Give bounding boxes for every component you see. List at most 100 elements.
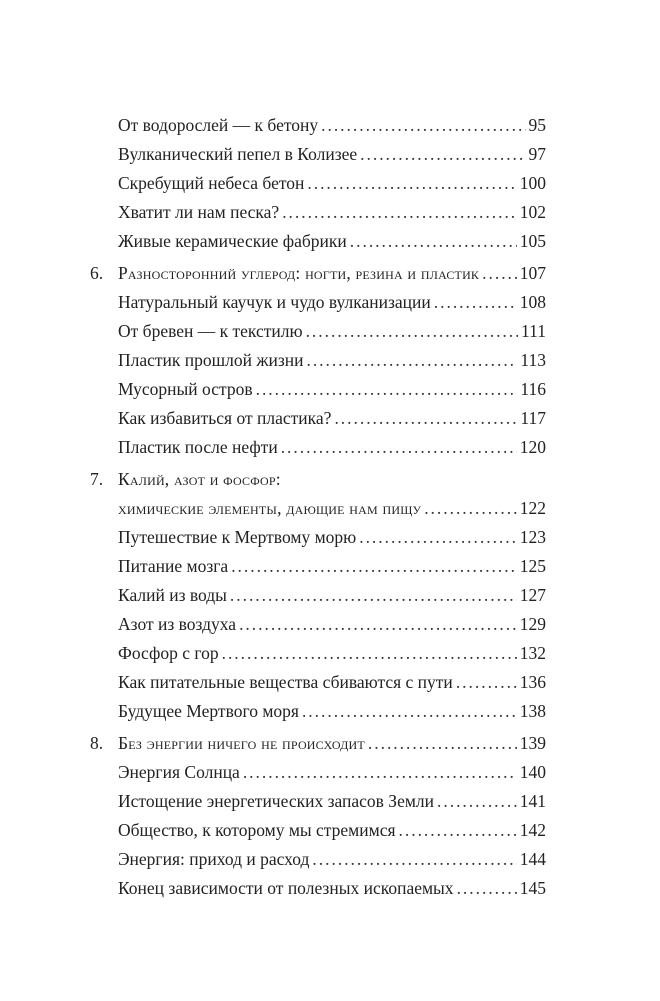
toc-entry[interactable]: Фосфор с гор 132	[90, 639, 546, 668]
dot-leader	[350, 227, 517, 256]
page-number: 125	[519, 556, 546, 576]
dot-leader	[256, 375, 518, 404]
entry-title: От бревен — к текстилю	[118, 321, 303, 341]
entry-title: Как питательные вещества сбиваются с пут…	[118, 672, 453, 692]
toc-entry[interactable]: Энергия: приход и расход 144	[90, 845, 546, 874]
page-number: 97	[528, 144, 547, 164]
page-number: 117	[520, 408, 546, 428]
chapter-title: Без энергии ничего не происходит	[118, 733, 365, 753]
entry-title: Конец зависимости от полезных ископаемых	[118, 878, 454, 898]
page-number: 113	[520, 350, 546, 370]
page-number: 122	[519, 498, 546, 518]
toc-section: 7. Калий, азот и фосфор: химические элемен…	[90, 465, 546, 726]
dot-leader	[282, 198, 517, 227]
page-number: 111	[521, 321, 546, 341]
dot-leader	[368, 729, 517, 758]
entry-title: Калий из воды	[118, 585, 227, 605]
page-number: 108	[519, 292, 546, 312]
dot-leader	[334, 404, 517, 433]
toc-entry[interactable]: От водорослей — к бетону 95	[90, 111, 546, 140]
entry-title: Хватит ли нам песка?	[118, 202, 280, 222]
toc-entry[interactable]: Конец зависимости от полезных ископаемых…	[90, 874, 546, 903]
entry-title: Вулканический пепел в Колизее	[118, 144, 358, 164]
page-number: 136	[519, 672, 546, 692]
dot-leader	[399, 816, 517, 845]
toc-entry[interactable]: Пластик прошлой жизни 113	[90, 346, 546, 375]
toc-entry[interactable]: Хватит ли нам песка? 102	[90, 198, 546, 227]
toc-entry[interactable]: Как избавиться от пластика? 117	[90, 404, 546, 433]
page-number: 116	[520, 379, 546, 399]
toc-entry[interactable]: Мусорный остров 116	[90, 375, 546, 404]
dot-leader	[456, 668, 517, 697]
dot-leader	[434, 288, 517, 317]
dot-leader	[306, 317, 518, 346]
toc-entry[interactable]: Пластик после нефти 120	[90, 433, 546, 462]
dot-leader	[222, 639, 517, 668]
entry-title: Фосфор с гор	[118, 643, 219, 663]
page-number: 140	[519, 762, 546, 782]
toc-entry[interactable]: Питание мозга 125	[90, 552, 546, 581]
dot-leader	[359, 523, 517, 552]
entry-title: Энергия Солнца	[118, 762, 240, 782]
entry-title: Пластик прошлой жизни	[118, 350, 304, 370]
page-number: 141	[519, 791, 546, 811]
entry-title: Мусорный остров	[118, 379, 253, 399]
toc-entry[interactable]: Живые керамические фабрики 105	[90, 227, 546, 256]
dot-leader	[312, 845, 516, 874]
page-number: 132	[519, 643, 546, 663]
page-number: 102	[519, 202, 546, 222]
chapter-title: Калий, азот и фосфор:	[118, 469, 281, 489]
toc-entry[interactable]: Будущее Мертвого моря 138	[90, 697, 546, 726]
entry-title: Будущее Мертвого моря	[118, 701, 299, 721]
page-number: 138	[519, 701, 546, 721]
toc-section: 6. Разносторонний углерод: ногти, резина …	[90, 259, 546, 462]
toc-section: 8. Без энергии ничего не происходит 139 Эне…	[90, 729, 546, 903]
toc-entry[interactable]: Энергия Солнца 140	[90, 758, 546, 787]
dot-leader	[302, 697, 517, 726]
toc-entry[interactable]: Истощение энергетических запасов Земли 14…	[90, 787, 546, 816]
entry-title: Натуральный каучук и чудо вулканизации	[118, 292, 431, 312]
toc-entry[interactable]: Как питательные вещества сбиваются с пут…	[90, 668, 546, 697]
chapter-heading[interactable]: 8. Без энергии ничего не происходит 139	[90, 729, 546, 758]
chapter-heading[interactable]: 6. Разносторонний углерод: ногти, резина …	[90, 259, 546, 288]
entry-title: Живые керамические фабрики	[118, 231, 347, 251]
page-number: 144	[519, 849, 546, 869]
page-number: 145	[519, 878, 546, 898]
page-number: 100	[519, 173, 546, 193]
dot-leader	[306, 346, 517, 375]
dot-leader	[307, 169, 516, 198]
dot-leader	[239, 610, 517, 639]
dot-leader	[281, 433, 517, 462]
page-number: 95	[528, 115, 547, 135]
dot-leader	[437, 787, 517, 816]
toc-entry[interactable]: Калий из воды 127	[90, 581, 546, 610]
chapter-number: 8.	[90, 733, 104, 753]
entry-title: Пластик после нефти	[118, 437, 278, 457]
entry-title: Питание мозга	[118, 556, 229, 576]
dot-leader	[321, 111, 525, 140]
entry-title: Как избавиться от пластика?	[118, 408, 332, 428]
toc-entry[interactable]: Общество, к которому мы стремимся 142	[90, 816, 546, 845]
dot-leader	[424, 494, 517, 523]
page-number: 127	[519, 585, 546, 605]
entry-title: Скребущий небеса бетон	[118, 173, 305, 193]
page-number: 129	[519, 614, 546, 634]
entry-title: Путешествие к Мертвому морю	[118, 527, 357, 547]
dot-leader	[243, 758, 517, 787]
toc-entry[interactable]: От бревен — к текстилю 111	[90, 317, 546, 346]
toc-entry[interactable]: Натуральный каучук и чудо вулканизации 10…	[90, 288, 546, 317]
entry-title: Энергия: приход и расход	[118, 849, 310, 869]
toc-entry[interactable]: Скребущий небеса бетон 100	[90, 169, 546, 198]
chapter-heading[interactable]: 7. Калий, азот и фосфор:	[90, 465, 546, 494]
chapter-number: 6.	[90, 263, 104, 283]
page-number: 107	[519, 263, 546, 283]
toc-section: От водорослей — к бетону 95 Вулканический …	[90, 111, 546, 256]
chapter-number: 7.	[90, 469, 104, 489]
toc-entry[interactable]: Азот из воздуха 129	[90, 610, 546, 639]
chapter-heading[interactable]: химические элементы, дающие нам пищу 122	[90, 494, 546, 523]
page-number: 142	[519, 820, 546, 840]
entry-title: Азот из воздуха	[118, 614, 237, 634]
toc-entry[interactable]: Вулканический пепел в Колизее 97	[90, 140, 546, 169]
toc-entry[interactable]: Путешествие к Мертвому морю 123	[90, 523, 546, 552]
dot-leader	[230, 581, 517, 610]
